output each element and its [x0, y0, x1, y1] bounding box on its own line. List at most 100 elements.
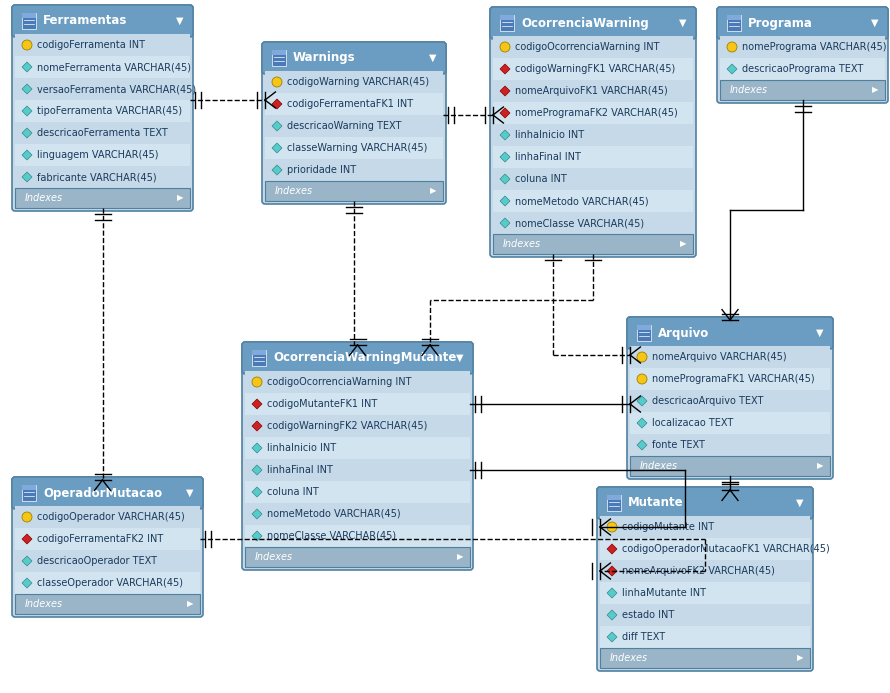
- FancyBboxPatch shape: [717, 7, 888, 103]
- Polygon shape: [252, 465, 262, 475]
- Bar: [15, 572, 200, 594]
- Text: ▼: ▼: [429, 53, 437, 63]
- Bar: [607, 495, 621, 511]
- Bar: [15, 506, 200, 528]
- Bar: [630, 434, 830, 456]
- Bar: [22, 13, 36, 29]
- Bar: [245, 358, 470, 371]
- Bar: [245, 481, 470, 503]
- Polygon shape: [500, 130, 510, 140]
- Text: codigoWarningFK1 VARCHAR(45): codigoWarningFK1 VARCHAR(45): [515, 64, 676, 74]
- Text: ▶: ▶: [817, 462, 823, 471]
- FancyBboxPatch shape: [262, 42, 446, 204]
- FancyBboxPatch shape: [490, 7, 696, 257]
- Polygon shape: [607, 566, 617, 576]
- Text: prioridade INT: prioridade INT: [287, 165, 356, 175]
- Polygon shape: [252, 531, 262, 541]
- Bar: [265, 93, 443, 115]
- FancyBboxPatch shape: [242, 342, 473, 374]
- Circle shape: [637, 352, 647, 362]
- Bar: [727, 15, 741, 20]
- Text: localizacao TEXT: localizacao TEXT: [652, 418, 733, 428]
- FancyBboxPatch shape: [12, 477, 203, 617]
- Text: linhaMutante INT: linhaMutante INT: [622, 588, 706, 598]
- Text: descricaoWarning TEXT: descricaoWarning TEXT: [287, 121, 401, 131]
- Circle shape: [727, 42, 737, 52]
- Bar: [245, 547, 470, 567]
- Text: Indexes: Indexes: [503, 239, 541, 249]
- Text: OcorrenciaWarningMutante: OcorrenciaWarningMutante: [273, 351, 457, 365]
- Bar: [265, 159, 443, 181]
- Text: Ferramentas: Ferramentas: [43, 15, 127, 28]
- FancyBboxPatch shape: [717, 7, 888, 39]
- Text: estado INT: estado INT: [622, 610, 675, 620]
- Bar: [600, 516, 810, 538]
- Polygon shape: [637, 418, 647, 428]
- Text: nomeArquivoFK1 VARCHAR(45): nomeArquivoFK1 VARCHAR(45): [515, 86, 668, 96]
- Bar: [15, 100, 190, 122]
- Text: ▼: ▼: [457, 353, 464, 363]
- Text: Programa: Programa: [748, 17, 813, 30]
- Polygon shape: [252, 399, 262, 409]
- Bar: [15, 78, 190, 100]
- Polygon shape: [22, 150, 32, 160]
- Polygon shape: [637, 396, 647, 406]
- Text: tipoFerramenta VARCHAR(45): tipoFerramenta VARCHAR(45): [37, 106, 182, 116]
- Polygon shape: [22, 128, 32, 138]
- Bar: [637, 325, 651, 330]
- Bar: [15, 21, 190, 34]
- Bar: [493, 124, 693, 146]
- Text: descricaoArquivo TEXT: descricaoArquivo TEXT: [652, 396, 764, 406]
- Polygon shape: [252, 421, 262, 431]
- FancyBboxPatch shape: [490, 7, 696, 39]
- Bar: [493, 146, 693, 168]
- Bar: [600, 538, 810, 560]
- Polygon shape: [500, 152, 510, 162]
- Polygon shape: [22, 62, 32, 72]
- Bar: [720, 36, 885, 58]
- Bar: [493, 80, 693, 102]
- Text: codigoMutanteFK1 INT: codigoMutanteFK1 INT: [267, 399, 377, 409]
- Text: codigoWarningFK2 VARCHAR(45): codigoWarningFK2 VARCHAR(45): [267, 421, 427, 431]
- Polygon shape: [607, 544, 617, 554]
- Bar: [252, 350, 266, 366]
- Text: Indexes: Indexes: [610, 653, 648, 663]
- Bar: [245, 459, 470, 481]
- FancyBboxPatch shape: [12, 5, 193, 37]
- Text: codigoOcorrenciaWarning INT: codigoOcorrenciaWarning INT: [267, 377, 411, 387]
- Text: Indexes: Indexes: [640, 461, 678, 471]
- Text: ▶: ▶: [680, 240, 686, 249]
- Text: fabricante VARCHAR(45): fabricante VARCHAR(45): [37, 172, 157, 182]
- Text: linhaInicio INT: linhaInicio INT: [515, 130, 584, 140]
- Bar: [265, 115, 443, 137]
- Text: descricaoOperador TEXT: descricaoOperador TEXT: [37, 556, 157, 566]
- Bar: [493, 168, 693, 190]
- Bar: [15, 34, 190, 56]
- Text: codigoOcorrenciaWarning INT: codigoOcorrenciaWarning INT: [515, 42, 659, 52]
- Bar: [265, 58, 443, 71]
- Bar: [265, 181, 443, 201]
- Bar: [15, 166, 190, 188]
- Text: descricaoPrograma TEXT: descricaoPrograma TEXT: [742, 64, 863, 74]
- Text: versaoFerramenta VARCHAR(45): versaoFerramenta VARCHAR(45): [37, 84, 196, 94]
- Bar: [493, 190, 693, 212]
- Text: fonte TEXT: fonte TEXT: [652, 440, 705, 450]
- Bar: [630, 368, 830, 390]
- Polygon shape: [22, 84, 32, 94]
- Bar: [500, 15, 514, 20]
- Text: ▼: ▼: [797, 498, 804, 508]
- Polygon shape: [22, 106, 32, 116]
- Circle shape: [22, 512, 32, 522]
- Polygon shape: [500, 218, 510, 228]
- Polygon shape: [500, 108, 510, 118]
- Text: classeWarning VARCHAR(45): classeWarning VARCHAR(45): [287, 143, 427, 153]
- Circle shape: [252, 377, 262, 387]
- Text: coluna INT: coluna INT: [515, 174, 567, 184]
- FancyBboxPatch shape: [627, 317, 833, 349]
- Polygon shape: [607, 588, 617, 598]
- Bar: [272, 50, 286, 66]
- Text: nomeClasse VARCHAR(45): nomeClasse VARCHAR(45): [515, 218, 644, 228]
- Text: Warnings: Warnings: [293, 51, 356, 64]
- Bar: [600, 582, 810, 604]
- Bar: [630, 390, 830, 412]
